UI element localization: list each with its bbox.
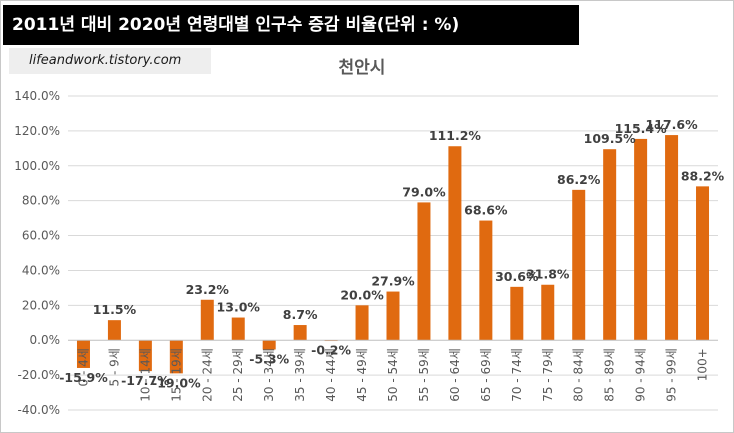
x-tick-label: 80 - 84세 <box>572 348 586 402</box>
x-tick-label: 95 - 99세 <box>665 348 679 402</box>
data-label: 86.2% <box>557 172 601 187</box>
data-label: -19.0% <box>152 375 201 390</box>
x-tick-label: 75 - 79세 <box>541 348 555 402</box>
bars <box>76 135 710 374</box>
data-label: 117.6% <box>646 117 699 132</box>
data-label: -0.2% <box>311 343 351 358</box>
x-tick-label: 50 - 54세 <box>386 348 400 402</box>
bar <box>76 340 90 368</box>
data-labels: -15.9% 11.5% -17.7%-19.0% 23.2% 13.0% -5.3% 8.… <box>59 117 724 390</box>
bar <box>479 220 493 341</box>
banner-title: 2011년 대비 2020년 연령대별 인구수 증감 비율(단위 : %) <box>3 5 579 45</box>
data-label: 31.8% <box>526 267 570 282</box>
bar <box>293 325 307 341</box>
data-label: 109.5% <box>584 131 637 146</box>
y-tick-label: -20.0% <box>18 368 60 382</box>
data-label: 20.0% <box>340 287 384 302</box>
data-label: -15.9% <box>59 370 108 385</box>
x-tick-label: 60 - 64세 <box>448 348 462 402</box>
x-tick-label: 0 - 4세 <box>76 348 90 386</box>
bar <box>665 135 679 341</box>
y-tick-label: 60.0% <box>22 229 60 243</box>
bar <box>200 299 214 341</box>
bar <box>355 305 369 341</box>
bar <box>169 340 183 374</box>
x-tick-label: 100+ <box>696 348 710 381</box>
x-tick-label: 90 - 94세 <box>634 348 648 402</box>
bar <box>417 202 431 341</box>
data-label: 27.9% <box>371 274 415 289</box>
bar <box>603 149 617 341</box>
data-label: 11.5% <box>93 302 137 317</box>
data-label: 88.2% <box>681 168 725 183</box>
data-label: 23.2% <box>186 282 230 297</box>
bar <box>262 340 276 350</box>
bar <box>541 284 555 341</box>
y-tick-label: 0.0% <box>30 333 61 347</box>
bar <box>138 340 152 372</box>
x-tick-label: 20 - 24세 <box>200 348 214 402</box>
x-tick-label: 45 - 49세 <box>355 348 369 402</box>
y-tick-label: 120.0% <box>14 124 60 138</box>
bar <box>386 291 400 341</box>
x-tick-label: 65 - 69세 <box>479 348 493 402</box>
data-label: 30.6% <box>495 269 539 284</box>
data-label: -5.3% <box>249 351 289 366</box>
data-label: 79.0% <box>402 184 446 199</box>
x-tick-label: 55 - 59세 <box>417 348 431 402</box>
data-label: 13.0% <box>217 300 261 315</box>
data-label: 8.7% <box>283 307 318 322</box>
y-tick-label: -40.0% <box>18 403 60 417</box>
y-tick-label: 100.0% <box>14 159 60 173</box>
y-tick-label: 40.0% <box>22 263 60 277</box>
x-tick-label: 35 - 39세 <box>293 348 307 402</box>
y-tick-label: 80.0% <box>22 194 60 208</box>
y-axis-ticks: -40.0% -20.0% 0.0% 20.0% 40.0% 60.0% 80.0% 100.… <box>14 89 60 417</box>
x-tick-label: 25 - 29세 <box>231 348 245 402</box>
x-tick-label: 40 - 44세 <box>324 348 338 402</box>
x-tick-label: 5 - 9세 <box>107 348 121 386</box>
data-label: 111.2% <box>429 128 482 143</box>
bar <box>572 189 586 341</box>
x-tick-label: 30 - 34세 <box>262 348 276 402</box>
bar <box>696 186 710 341</box>
chart-title: 천안시 <box>339 58 386 78</box>
site-label: lifeandwork.tistory.com <box>9 48 211 74</box>
y-tick-label: 20.0% <box>22 298 60 312</box>
x-tick-label: 85 - 89세 <box>603 348 617 402</box>
bar <box>634 138 648 341</box>
y-tick-label: 140.0% <box>14 89 60 103</box>
x-axis-ticks: 0 - 4세 5 - 9세 10 - 14세 15 - 19세 20 - 24세 25 -… <box>76 348 709 402</box>
data-label: 115.4% <box>615 121 668 136</box>
bar <box>510 286 524 341</box>
x-tick-label: 70 - 74세 <box>510 348 524 402</box>
data-label: -17.7% <box>121 373 170 388</box>
bar <box>231 317 245 341</box>
x-tick-label: 10 - 14세 <box>138 348 152 402</box>
data-label: 68.6% <box>464 203 508 218</box>
x-tick-label: 15 - 19세 <box>169 348 183 402</box>
bar <box>448 146 462 341</box>
bar <box>107 320 121 341</box>
